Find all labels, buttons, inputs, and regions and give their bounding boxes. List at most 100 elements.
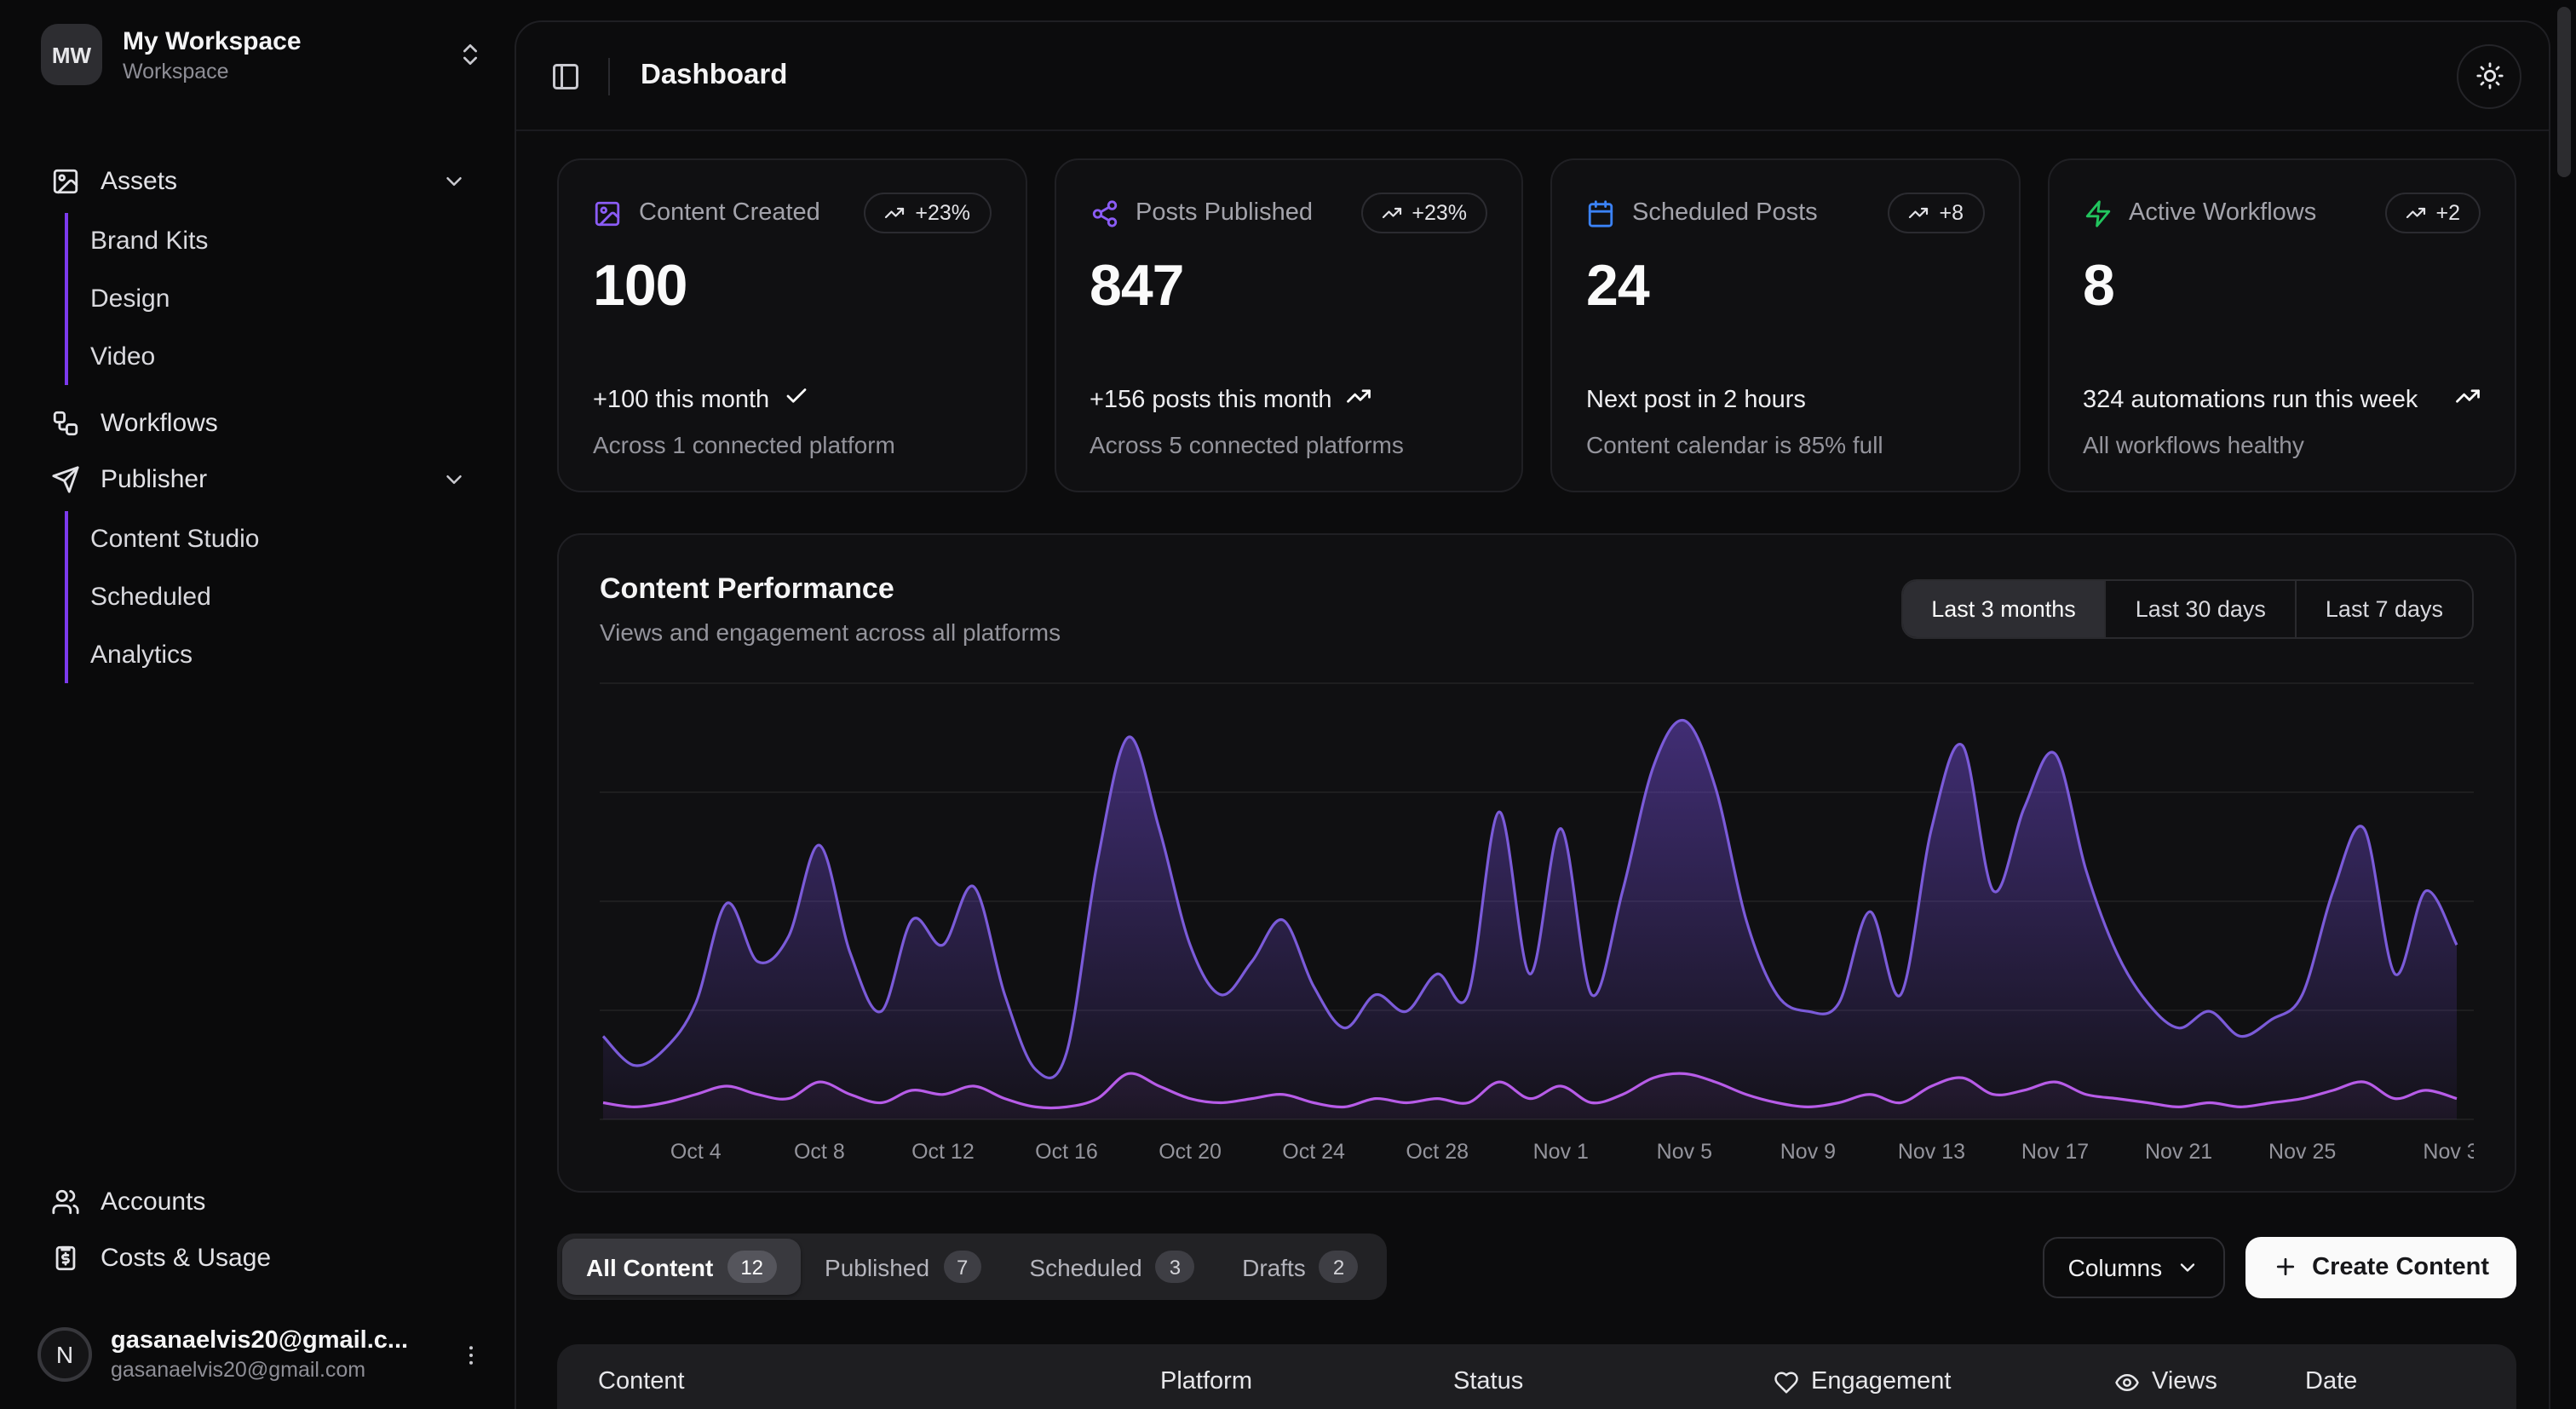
column-engagement[interactable]: Engagement — [1774, 1368, 2114, 1395]
sun-icon — [2475, 61, 2504, 90]
stat-line2: Across 5 connected platforms — [1090, 431, 1404, 458]
sidebar-item-label: Costs & Usage — [101, 1244, 272, 1273]
stat-value: 24 — [1586, 254, 1650, 319]
stat-card-content-created: Content Created +23% 100 +100 this month — [557, 158, 1026, 492]
trend-badge: +23% — [1360, 193, 1487, 233]
svg-text:Oct 12: Oct 12 — [911, 1140, 975, 1164]
workflow-icon — [51, 409, 80, 438]
chevrons-up-down-icon[interactable] — [457, 41, 484, 68]
svg-text:Nov 1: Nov 1 — [1533, 1140, 1589, 1164]
content-toolbar: All Content 12 Published 7 Scheduled 3 D… — [557, 1234, 2516, 1300]
stat-label: Content Created — [639, 199, 820, 227]
image-icon — [51, 167, 80, 196]
stat-cards: Content Created +23% 100 +100 this month — [557, 158, 2516, 492]
tab-count-badge: 12 — [727, 1251, 778, 1283]
stat-label: Posts Published — [1136, 199, 1313, 227]
sidebar-item-assets[interactable]: Assets — [0, 153, 515, 210]
topbar: Dashboard — [516, 22, 2549, 131]
tab-published[interactable]: Published 7 — [801, 1239, 1005, 1295]
column-date[interactable]: Date — [2305, 1368, 2358, 1395]
chart-title: Content Performance — [600, 572, 894, 605]
trending-up-icon — [1908, 203, 1929, 223]
columns-button[interactable]: Columns — [2042, 1236, 2226, 1297]
svg-text:Nov 17: Nov 17 — [2021, 1140, 2089, 1164]
area-chart-svg: Oct 4 Oct 8 Oct 12 Oct 16 Oct 20 Oct 24 Oct 28… — [600, 682, 2491, 1164]
user-display-name: gasanaelvis20@gmail.c... — [111, 1327, 409, 1354]
trending-up-icon — [884, 203, 905, 223]
sidebar-item-accounts[interactable]: Accounts — [0, 1174, 515, 1230]
content-tabs: All Content 12 Published 7 Scheduled 3 D… — [557, 1234, 1388, 1300]
chevron-down-icon — [2176, 1255, 2199, 1279]
stat-line2: All workflows healthy — [2083, 431, 2304, 458]
range-last-30-days[interactable]: Last 30 days — [2104, 581, 2295, 637]
performance-chart: Oct 4 Oct 8 Oct 12 Oct 16 Oct 20 Oct 24 Oct 28… — [600, 670, 2491, 1174]
svg-text:Nov 30: Nov 30 — [2423, 1140, 2474, 1164]
workspace-avatar: MW — [41, 24, 102, 85]
share-icon — [1090, 198, 1118, 227]
image-icon — [593, 198, 622, 227]
workspace-type: Workspace — [123, 59, 229, 83]
svg-text:Oct 16: Oct 16 — [1035, 1140, 1098, 1164]
heart-icon — [1774, 1369, 1799, 1395]
dashboard-content: Content Created +23% 100 +100 this month — [516, 131, 2549, 1409]
chart-subtitle: Views and engagement across all platform… — [600, 618, 1061, 646]
sidebar-item-costs-usage[interactable]: Costs & Usage — [0, 1230, 515, 1286]
trending-up-icon — [2405, 203, 2425, 223]
page-title: Dashboard — [641, 60, 788, 90]
workspace-switcher[interactable]: MW My Workspace Workspace — [0, 0, 515, 109]
sidebar-nav: Assets Brand Kits Design Video Workflows — [0, 153, 515, 683]
svg-text:Oct 4: Oct 4 — [670, 1140, 722, 1164]
scrollbar-thumb[interactable] — [2557, 7, 2571, 177]
stat-label: Scheduled Posts — [1632, 199, 1818, 227]
stat-line1: Next post in 2 hours — [1586, 386, 1806, 414]
sidebar-item-workflows[interactable]: Workflows — [0, 395, 515, 451]
svg-text:Nov 13: Nov 13 — [1898, 1140, 1965, 1164]
user-menu[interactable]: N gasanaelvis20@gmail.c... gasanaelvis20… — [0, 1310, 515, 1399]
stat-line1: +100 this month — [593, 383, 991, 419]
tab-all-content[interactable]: All Content 12 — [562, 1239, 802, 1295]
svg-text:Oct 8: Oct 8 — [794, 1140, 845, 1164]
stat-card-active-workflows: Active Workflows +2 8 324 automations ru… — [2047, 158, 2516, 492]
sidebar-item-design[interactable]: Design — [90, 285, 170, 313]
tab-drafts[interactable]: Drafts 2 — [1218, 1239, 1382, 1295]
billing-icon — [51, 1244, 80, 1273]
sidebar-item-brand-kits[interactable]: Brand Kits — [90, 227, 209, 256]
stat-value: 100 — [593, 254, 687, 319]
sidebar-item-video[interactable]: Video — [90, 342, 156, 371]
sidebar-footer: Accounts Costs & Usage N gasanaelvis20@g… — [0, 1174, 515, 1409]
topbar-divider — [608, 57, 610, 95]
range-last-7-days[interactable]: Last 7 days — [2294, 581, 2472, 637]
sidebar-item-publisher[interactable]: Publisher — [0, 451, 515, 508]
trend-badge: +8 — [1888, 193, 1984, 233]
table-header-row: Content Platform Status Engagement Views — [598, 1344, 2475, 1409]
column-platform[interactable]: Platform — [1160, 1368, 1252, 1395]
panel-left-icon[interactable] — [550, 60, 581, 91]
column-views[interactable]: Views — [2114, 1368, 2305, 1395]
tab-count-badge: 7 — [943, 1251, 982, 1283]
svg-text:Oct 20: Oct 20 — [1159, 1140, 1222, 1164]
more-vertical-icon[interactable] — [458, 1342, 484, 1367]
sidebar-item-analytics[interactable]: Analytics — [90, 641, 193, 670]
users-icon — [51, 1188, 80, 1216]
zap-icon — [2083, 198, 2112, 227]
content-table: Content Platform Status Engagement Views — [557, 1344, 2516, 1409]
sidebar-item-scheduled[interactable]: Scheduled — [90, 583, 211, 612]
main-panel: Dashboard Content Created — [515, 20, 2550, 1409]
content-performance-card: Content Performance Views and engagement… — [557, 533, 2516, 1193]
stat-value: 847 — [1090, 254, 1184, 319]
trending-up-icon — [1346, 383, 1371, 409]
range-last-3-months[interactable]: Last 3 months — [1902, 581, 2105, 637]
tab-scheduled[interactable]: Scheduled 3 — [1005, 1239, 1218, 1295]
create-content-button[interactable]: Create Content — [2245, 1236, 2516, 1297]
publisher-subgroup: Content Studio Scheduled Analytics — [65, 511, 515, 683]
trend-badge: +2 — [2384, 193, 2481, 233]
chevron-down-icon[interactable] — [441, 467, 467, 492]
column-status[interactable]: Status — [1453, 1368, 1524, 1395]
theme-toggle-button[interactable] — [2457, 43, 2521, 108]
chevron-down-icon[interactable] — [441, 169, 467, 194]
column-content[interactable]: Content — [598, 1368, 685, 1395]
sidebar-item-label: Publisher — [101, 465, 208, 494]
svg-text:Nov 21: Nov 21 — [2145, 1140, 2212, 1164]
sidebar-item-content-studio[interactable]: Content Studio — [90, 525, 260, 554]
